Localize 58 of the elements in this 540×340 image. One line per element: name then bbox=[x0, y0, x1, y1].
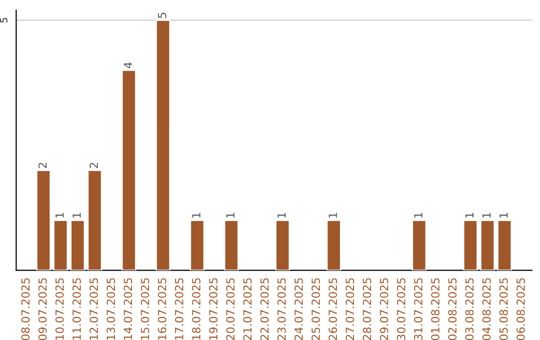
bar bbox=[87, 170, 102, 270]
x-tick-label: 23.07.2025 bbox=[277, 278, 286, 340]
x-tick-label: 24.07.2025 bbox=[294, 278, 303, 340]
x-tick-label: 13.07.2025 bbox=[106, 278, 116, 340]
bar bbox=[497, 220, 512, 270]
x-tick-label: 20.07.2025 bbox=[226, 278, 235, 340]
data-label: 2 bbox=[90, 162, 98, 168]
x-tick-label: 17.07.2025 bbox=[174, 278, 184, 340]
bar bbox=[156, 20, 171, 270]
x-tick-label: 09.07.2025 bbox=[38, 278, 47, 340]
data-label: 1 bbox=[72, 212, 81, 218]
bar bbox=[70, 220, 86, 270]
data-label: 1 bbox=[482, 212, 491, 218]
x-tick-label: 04.08.2025 bbox=[482, 278, 491, 340]
x-tick-label: 06.08.2025 bbox=[516, 278, 525, 340]
data-label: 1 bbox=[56, 212, 64, 218]
bar bbox=[36, 170, 52, 270]
x-tick-label: 30.07.2025 bbox=[396, 278, 406, 340]
x-tick-label: 01.08.2025 bbox=[431, 278, 440, 340]
x-tick-label: 19.07.2025 bbox=[209, 278, 218, 340]
bar bbox=[53, 220, 68, 270]
x-tick-label: 02.08.2025 bbox=[448, 278, 457, 340]
x-tick-label: 22.07.2025 bbox=[260, 278, 269, 340]
data-label: 1 bbox=[465, 212, 474, 218]
bar bbox=[480, 220, 496, 270]
bar bbox=[224, 220, 239, 270]
x-tick-label: 12.07.2025 bbox=[90, 278, 98, 340]
data-label: 2 bbox=[38, 162, 47, 168]
x-tick-label: 21.07.2025 bbox=[243, 278, 252, 340]
bar bbox=[326, 220, 342, 270]
x-tick-label: 03.08.2025 bbox=[465, 278, 474, 340]
data-label: 5 bbox=[158, 12, 166, 18]
data-label: 1 bbox=[192, 212, 200, 218]
bar bbox=[412, 220, 427, 270]
data-label: 1 bbox=[328, 212, 337, 218]
bar bbox=[121, 70, 136, 270]
x-tick-label: 27.07.2025 bbox=[346, 278, 354, 340]
x-tick-label: 28.07.2025 bbox=[362, 278, 372, 340]
bar bbox=[462, 220, 478, 270]
x-tick-label: 16.07.2025 bbox=[158, 278, 166, 340]
bar bbox=[190, 220, 205, 270]
x-tick-label: 05.08.2025 bbox=[499, 278, 508, 340]
x-tick-label: 11.07.2025 bbox=[72, 278, 81, 340]
data-label: 1 bbox=[226, 212, 234, 218]
data-label: 1 bbox=[500, 212, 508, 218]
x-tick-label: 25.07.2025 bbox=[312, 278, 320, 340]
x-tick-label: 08.07.2025 bbox=[21, 278, 30, 340]
x-tick-label: 26.07.2025 bbox=[328, 278, 338, 340]
x-tick-label: 10.07.2025 bbox=[55, 278, 64, 340]
x-tick-label: 29.07.2025 bbox=[380, 278, 388, 340]
x-tick-label: 31.07.2025 bbox=[414, 278, 422, 340]
x-tick-label: 14.07.2025 bbox=[124, 278, 132, 340]
data-label: 4 bbox=[124, 62, 132, 68]
x-tick-label: 15.07.2025 bbox=[140, 278, 150, 340]
bar bbox=[275, 220, 290, 270]
data-label: 1 bbox=[414, 212, 422, 218]
data-label: 1 bbox=[278, 212, 286, 218]
x-tick-label: 18.07.2025 bbox=[192, 278, 200, 340]
